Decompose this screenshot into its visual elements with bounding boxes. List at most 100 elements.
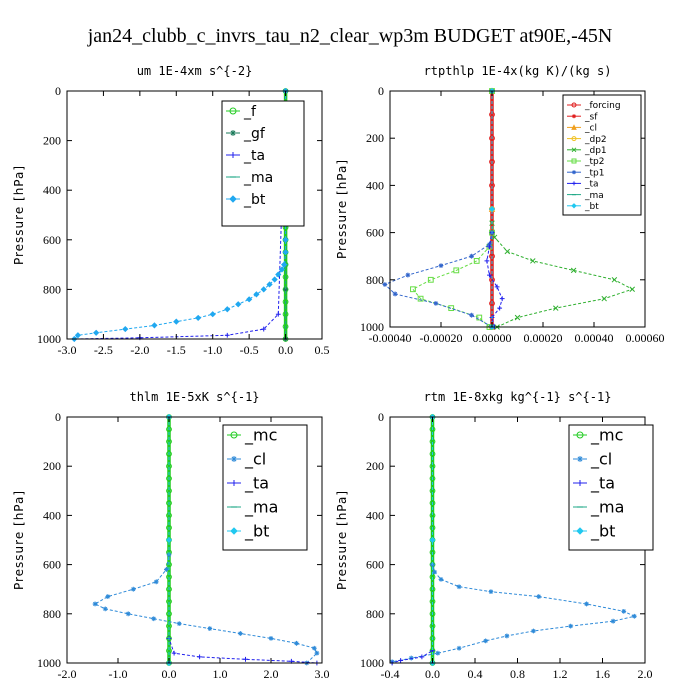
data-point <box>487 272 492 278</box>
data-point <box>130 586 136 592</box>
legend-marker <box>577 456 583 462</box>
y-tick-label: 800 <box>366 607 384 621</box>
legend-entry: _gf <box>243 126 266 142</box>
data-point <box>282 249 289 256</box>
data-point <box>125 611 131 617</box>
y-tick-label: 1000 <box>37 332 61 346</box>
legend-entry: _ta <box>590 474 615 494</box>
legend-entry: _dp2 <box>584 135 607 145</box>
data-point <box>166 500 172 507</box>
y-tick-label: 200 <box>43 459 61 473</box>
data-point <box>151 322 158 329</box>
legend-box <box>222 424 308 551</box>
data-point <box>487 244 492 250</box>
x-tick-label: -1.0 <box>109 667 128 681</box>
data-point <box>419 654 425 660</box>
legend-entry: _mc <box>590 426 623 446</box>
data-point <box>166 524 172 531</box>
data-point <box>429 500 436 507</box>
data-point <box>499 296 505 302</box>
x-tick-label: 0.0 <box>425 667 440 681</box>
data-point <box>238 631 243 636</box>
legend-marker <box>571 102 577 108</box>
y-tick-label: 1000 <box>37 656 61 670</box>
legend-marker <box>230 431 238 439</box>
legend-marker <box>230 527 238 535</box>
legend-marker <box>572 170 576 175</box>
x-tick-label: 0.5 <box>315 343 330 357</box>
data-point <box>504 633 510 639</box>
y-tick-label: 400 <box>366 178 384 192</box>
legend-entry: _bt <box>590 522 615 542</box>
data-point <box>398 658 404 663</box>
data-point <box>224 306 231 313</box>
data-point <box>275 271 282 278</box>
panel-4: rtm 1E-8xkg kg^{-1} s^{-1} Pressure [hPa]… <box>335 390 654 681</box>
data-point <box>197 654 202 660</box>
data-point <box>271 276 278 283</box>
plot-frame <box>389 90 646 328</box>
data-point <box>153 579 159 585</box>
legend-marker <box>572 114 576 119</box>
data-point <box>209 311 216 318</box>
data-point <box>476 314 483 321</box>
data-point <box>417 295 424 302</box>
legend-entry: _cl <box>590 450 612 470</box>
data-point <box>552 305 559 311</box>
y-tick-label: 1000 <box>360 656 384 670</box>
legend-marker <box>231 480 237 486</box>
legend-marker <box>576 431 584 439</box>
data-point <box>429 635 436 642</box>
y-tick-label: 600 <box>366 226 384 240</box>
y-tick-label: 0 <box>55 84 61 98</box>
data-point <box>165 536 173 544</box>
data-point <box>74 332 82 339</box>
data-point <box>491 234 498 241</box>
data-point <box>469 253 474 259</box>
x-tick-label: 0.00000 <box>473 331 512 345</box>
legend-entry: _dp1 <box>584 146 607 156</box>
x-tick-label: -0.00040 <box>369 331 412 345</box>
legend-marker <box>571 203 577 209</box>
series-line-tp2 <box>412 91 493 328</box>
series-line-cl <box>94 417 318 664</box>
data-point <box>489 158 495 165</box>
plot-frame <box>66 90 323 340</box>
data-point <box>438 576 444 582</box>
data-point <box>166 475 172 482</box>
panel-title: rtm 1E-8xkg kg^{-1} s^{-1} <box>424 390 612 404</box>
data-point <box>408 655 414 661</box>
data-point <box>283 287 288 292</box>
y-tick-label: 400 <box>366 508 384 522</box>
legend-entry: _ma <box>584 191 604 201</box>
legend-marker <box>572 181 576 186</box>
data-point <box>282 298 289 305</box>
data-point <box>207 626 213 631</box>
panel-3: thlm 1E-5xK s^{-1} Pressure [hPa] -2.0 -1.0… <box>12 390 330 681</box>
data-point <box>484 258 490 264</box>
data-point <box>93 329 100 336</box>
legend-entry: _ta <box>244 474 269 494</box>
legend-entry: _ta <box>584 180 599 190</box>
data-point <box>629 286 636 292</box>
x-tick-label: 0.0 <box>278 343 293 357</box>
series-line-ta <box>486 91 503 328</box>
x-tick-label: -3.0 <box>58 343 77 357</box>
x-tick-label: 0.0 <box>162 667 177 681</box>
data-point <box>429 426 436 433</box>
y-axis-label: Pressure [hPa] <box>12 490 26 590</box>
legend-marker <box>571 158 577 164</box>
data-point <box>497 305 503 311</box>
data-point <box>432 569 438 575</box>
x-tick-label: 1.0 <box>213 667 228 681</box>
legend-marker <box>229 107 237 115</box>
data-point <box>631 613 637 619</box>
data-point <box>584 601 589 607</box>
y-tick-label: 600 <box>43 558 61 572</box>
series-line-dp1 <box>491 91 634 328</box>
data-point <box>151 616 157 622</box>
data-point <box>166 586 172 593</box>
legend-marker <box>571 147 577 153</box>
data-point <box>429 451 436 457</box>
data-point <box>429 586 436 593</box>
